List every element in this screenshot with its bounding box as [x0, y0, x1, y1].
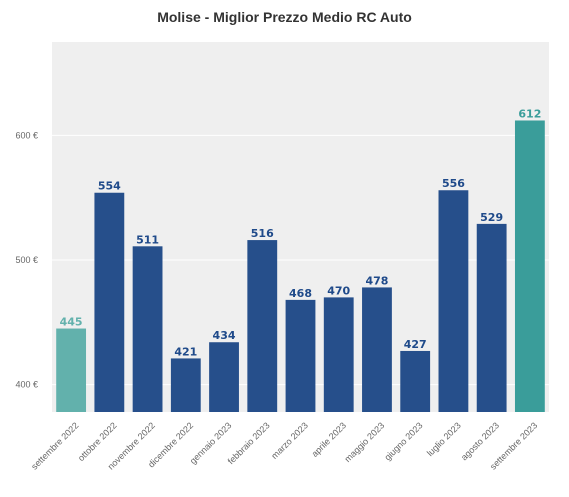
value-label: 554 [98, 180, 121, 193]
bar [94, 192, 125, 412]
bar [209, 342, 239, 412]
value-label: 478 [365, 274, 388, 287]
x-tick-label: maggio 2023 [343, 420, 387, 464]
value-label: 516 [251, 227, 274, 240]
value-labels: 445 554 511 421 434 516 468 470 478 427 556 529 612 [60, 107, 542, 358]
bars [56, 120, 545, 412]
bar [362, 287, 392, 412]
x-tick-label: settembre 2022 [29, 420, 80, 471]
y-axis-ticks: 400 € 500 € 600 € [15, 130, 38, 389]
x-tick-label: giugno 2023 [382, 420, 424, 462]
value-label: 468 [289, 287, 312, 300]
value-label: 470 [327, 284, 350, 297]
bar [56, 328, 87, 412]
bar [285, 299, 316, 412]
value-label: 427 [404, 338, 427, 351]
bar [132, 246, 163, 412]
value-label: 529 [480, 211, 503, 224]
value-label: 612 [518, 107, 541, 120]
bar [170, 358, 201, 412]
value-label: 421 [174, 345, 197, 358]
x-tick-label: aprile 2023 [310, 420, 349, 459]
x-tick-label: marzo 2023 [269, 420, 310, 461]
value-label: 434 [213, 329, 236, 342]
x-tick-label: agosto 2023 [459, 420, 501, 462]
value-label: 556 [442, 177, 465, 190]
bar [247, 240, 278, 412]
value-label: 511 [136, 233, 159, 246]
x-tick-label: luglio 2023 [425, 420, 463, 458]
bar [438, 190, 469, 412]
bar [323, 297, 354, 412]
y-tick-label: 400 € [15, 380, 38, 390]
y-tick-label: 500 € [15, 255, 38, 265]
y-tick-label: 600 € [15, 130, 38, 140]
chart-title: Molise - Miglior Prezzo Medio RC Auto [157, 9, 412, 25]
bar [514, 120, 545, 412]
bar [400, 350, 431, 412]
bar [476, 223, 507, 412]
value-label: 445 [60, 316, 83, 329]
